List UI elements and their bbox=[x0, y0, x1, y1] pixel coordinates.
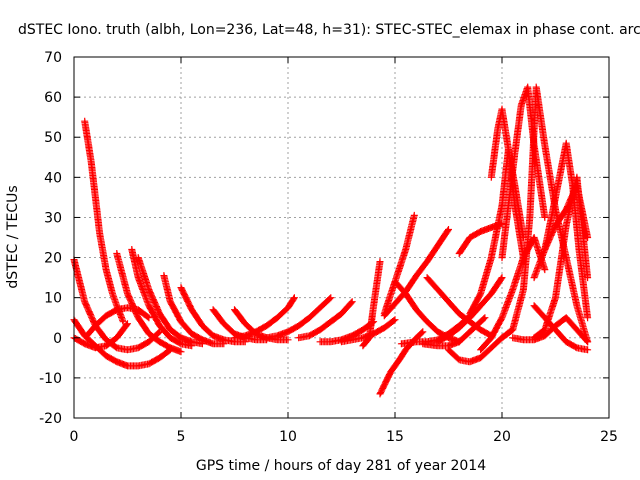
series-arc-9 bbox=[160, 272, 228, 348]
y-tick-label: -10 bbox=[39, 371, 62, 387]
series-arc-18 bbox=[359, 258, 384, 350]
series-arc-36 bbox=[541, 181, 592, 253]
series-arc-7 bbox=[128, 246, 196, 350]
series-markers bbox=[295, 298, 356, 342]
series-markers bbox=[359, 258, 384, 350]
series-arc-4 bbox=[81, 117, 127, 326]
series-arc-21 bbox=[380, 226, 452, 320]
x-tick-label: 0 bbox=[70, 429, 79, 445]
y-tick-label: 60 bbox=[44, 90, 62, 106]
y-tick-label: 0 bbox=[53, 331, 62, 347]
series-markers bbox=[434, 274, 506, 346]
series-arc-24 bbox=[419, 314, 489, 350]
x-tick-label: 15 bbox=[386, 429, 404, 445]
series-arc-13 bbox=[231, 294, 298, 342]
series-markers bbox=[263, 294, 335, 342]
series-arc-26 bbox=[434, 274, 506, 346]
series-markers bbox=[419, 314, 489, 350]
y-tick-label: 40 bbox=[44, 170, 62, 186]
series-arc-14 bbox=[263, 294, 335, 342]
series-markers bbox=[380, 226, 452, 320]
series-markers bbox=[498, 83, 592, 346]
series-markers bbox=[231, 294, 298, 342]
x-tick-label: 20 bbox=[493, 429, 511, 445]
series-markers bbox=[113, 250, 185, 356]
x-axis-label: GPS time / hours of day 281 of year 2014 bbox=[196, 458, 486, 474]
series-markers bbox=[376, 328, 427, 398]
series-markers bbox=[81, 117, 127, 326]
data-series bbox=[70, 83, 592, 398]
series-arc-38 bbox=[509, 314, 592, 346]
series-markers bbox=[509, 314, 592, 346]
series-markers bbox=[498, 83, 549, 262]
series-markers bbox=[541, 181, 592, 253]
series-arc-15 bbox=[295, 298, 356, 342]
chart-title: dSTEC Iono. truth (albh, Lon=236, Lat=48… bbox=[18, 22, 640, 38]
y-tick-label: 70 bbox=[44, 50, 62, 66]
series-arc-10 bbox=[177, 284, 249, 346]
axis-ticks: 0 5 10 15 20 25 -20 -10 0 10 20 30 40 50 60 70 bbox=[39, 50, 618, 445]
x-tick-label: 10 bbox=[279, 429, 297, 445]
series-arc-8 bbox=[134, 254, 206, 348]
series-markers bbox=[160, 272, 228, 348]
y-tick-label: 50 bbox=[44, 130, 62, 146]
y-tick-label: 30 bbox=[44, 210, 62, 226]
y-axis-label: dSTEC / TECUs bbox=[5, 185, 21, 288]
series-markers bbox=[177, 284, 249, 346]
y-tick-label: -20 bbox=[39, 411, 62, 427]
y-tick-label: 10 bbox=[44, 291, 62, 307]
series-arc-6 bbox=[113, 250, 185, 356]
plot-frame bbox=[73, 56, 610, 419]
y-tick-label: 20 bbox=[44, 251, 62, 267]
x-tick-label: 25 bbox=[600, 429, 618, 445]
series-arc-32 bbox=[498, 83, 549, 262]
series-arc-19 bbox=[376, 328, 427, 398]
series-markers bbox=[128, 246, 196, 350]
x-tick-label: 5 bbox=[177, 429, 186, 445]
series-markers bbox=[134, 254, 206, 348]
series-arc-33 bbox=[498, 83, 592, 346]
